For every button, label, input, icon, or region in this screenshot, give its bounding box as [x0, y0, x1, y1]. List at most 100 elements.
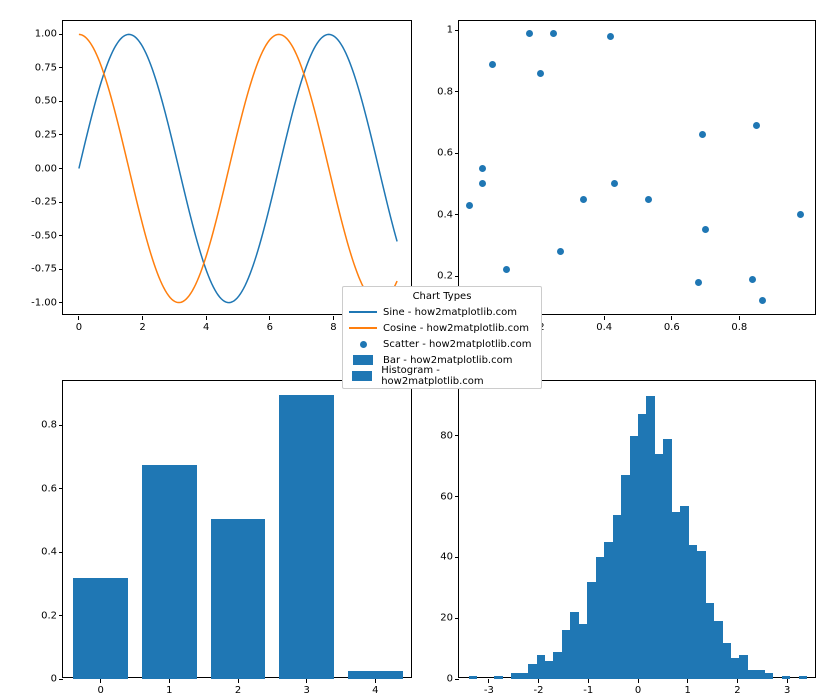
hist-bar	[545, 661, 553, 679]
rect-swatch-icon	[353, 355, 373, 365]
legend-label: Scatter - how2matplotlib.com	[383, 339, 531, 350]
series-cosine	[79, 34, 397, 302]
hist-bar	[782, 676, 790, 679]
y-tick-label: 0.75	[9, 62, 57, 73]
y-tick-label: 0	[405, 674, 453, 685]
scatter-point	[489, 61, 496, 68]
scatter-point	[702, 226, 709, 233]
x-tick-label: 6	[267, 322, 273, 333]
hist-bar	[706, 603, 714, 679]
x-tick-label: 0	[76, 322, 82, 333]
legend-label: Cosine - how2matplotlib.com	[383, 323, 529, 334]
x-tick-label: 0	[635, 685, 641, 696]
x-tick-label: 2	[734, 685, 740, 696]
y-tick-label: 20	[405, 613, 453, 624]
y-tick-label: -0.50	[9, 230, 57, 241]
hist-bar	[630, 436, 638, 679]
hist-bar	[748, 670, 756, 679]
scatter-point	[695, 279, 702, 286]
legend-title: Chart Types	[349, 291, 535, 302]
x-tick-label: 2	[139, 322, 145, 333]
scatter-point	[580, 196, 587, 203]
hist-bar	[799, 676, 807, 679]
hist-bar	[655, 454, 663, 679]
scatter-point	[557, 248, 564, 255]
y-tick-label: 0.6	[9, 483, 57, 494]
hist-bar	[680, 506, 688, 679]
bar	[348, 671, 403, 679]
hist-bar	[520, 673, 528, 679]
bar-chart-panel: 0123400.20.40.60.8	[62, 380, 412, 678]
bar	[73, 578, 128, 679]
x-tick-label: -3	[484, 685, 494, 696]
histogram-chart-panel: -3-2-10123020406080	[458, 380, 816, 678]
x-tick-label: 2	[235, 685, 241, 696]
hist-bar	[553, 652, 561, 679]
scatter-point	[749, 276, 756, 283]
hist-bar	[613, 515, 621, 679]
hist-bar	[537, 655, 545, 679]
series-sine	[79, 34, 397, 302]
y-tick-label: 60	[405, 491, 453, 502]
scatter-point	[699, 131, 706, 138]
hist-bar	[646, 396, 654, 679]
x-tick-label: 8	[330, 322, 336, 333]
hist-bar	[756, 670, 764, 679]
hist-bar	[672, 512, 680, 679]
y-tick-label: 0.8	[9, 420, 57, 431]
scatter-point	[526, 30, 533, 37]
rect-swatch-icon	[352, 371, 372, 381]
hist-bar	[723, 643, 731, 679]
legend-item-sine: Sine - how2matplotlib.com	[349, 304, 535, 320]
y-tick-label: 0.00	[9, 163, 57, 174]
line-plot	[63, 21, 413, 316]
y-tick-label: 0.6	[405, 148, 453, 159]
scatter-point	[479, 180, 486, 187]
y-tick-label: 0.4	[405, 209, 453, 220]
hist-bar	[697, 551, 705, 679]
scatter-point	[797, 211, 804, 218]
figure: 0246810-1.00-0.75-0.50-0.250.000.250.500…	[0, 0, 840, 700]
y-tick-label: 1.00	[9, 29, 57, 40]
y-tick-label: 0	[9, 674, 57, 685]
scatter-point	[645, 196, 652, 203]
x-tick-label: 3	[784, 685, 790, 696]
hist-bar	[587, 582, 595, 679]
dot-swatch-icon	[360, 341, 367, 348]
x-tick-label: 0.8	[731, 322, 747, 333]
x-tick-label: -2	[534, 685, 544, 696]
legend-item-histogram: Histogram - how2matplotlib.com	[349, 368, 535, 384]
y-tick-label: 1	[405, 25, 453, 36]
hist-bar	[570, 612, 578, 679]
hist-bar	[596, 557, 604, 679]
x-tick-label: 0	[98, 685, 104, 696]
scatter-point	[607, 33, 614, 40]
y-tick-label: -0.25	[9, 197, 57, 208]
scatter-point	[611, 180, 618, 187]
scatter-point	[759, 297, 766, 304]
hist-bar	[528, 664, 536, 679]
line-swatch-icon	[349, 311, 377, 313]
bar	[279, 395, 334, 679]
bar	[211, 519, 266, 679]
legend-label: Histogram - how2matplotlib.com	[381, 365, 535, 387]
hist-bar	[638, 414, 646, 679]
hist-bar	[765, 673, 773, 679]
y-tick-label: -0.75	[9, 264, 57, 275]
scatter-point	[479, 165, 486, 172]
x-tick-label: 0.6	[664, 322, 680, 333]
scatter-point	[753, 122, 760, 129]
y-tick-label: 0.50	[9, 96, 57, 107]
x-tick-label: 1	[166, 685, 172, 696]
scatter-chart-panel: 0.20.40.60.80.20.40.60.81	[458, 20, 816, 315]
x-tick-label: 0.4	[596, 322, 612, 333]
x-tick-label: 4	[203, 322, 209, 333]
line-chart-panel: 0246810-1.00-0.75-0.50-0.250.000.250.500…	[62, 20, 412, 315]
hist-bar	[511, 673, 519, 679]
hist-bar	[604, 542, 612, 679]
hist-bar	[562, 630, 570, 679]
y-tick-label: 0.2	[405, 271, 453, 282]
hist-bar	[494, 676, 502, 679]
scatter-point	[503, 266, 510, 273]
legend-label: Bar - how2matplotlib.com	[383, 355, 512, 366]
